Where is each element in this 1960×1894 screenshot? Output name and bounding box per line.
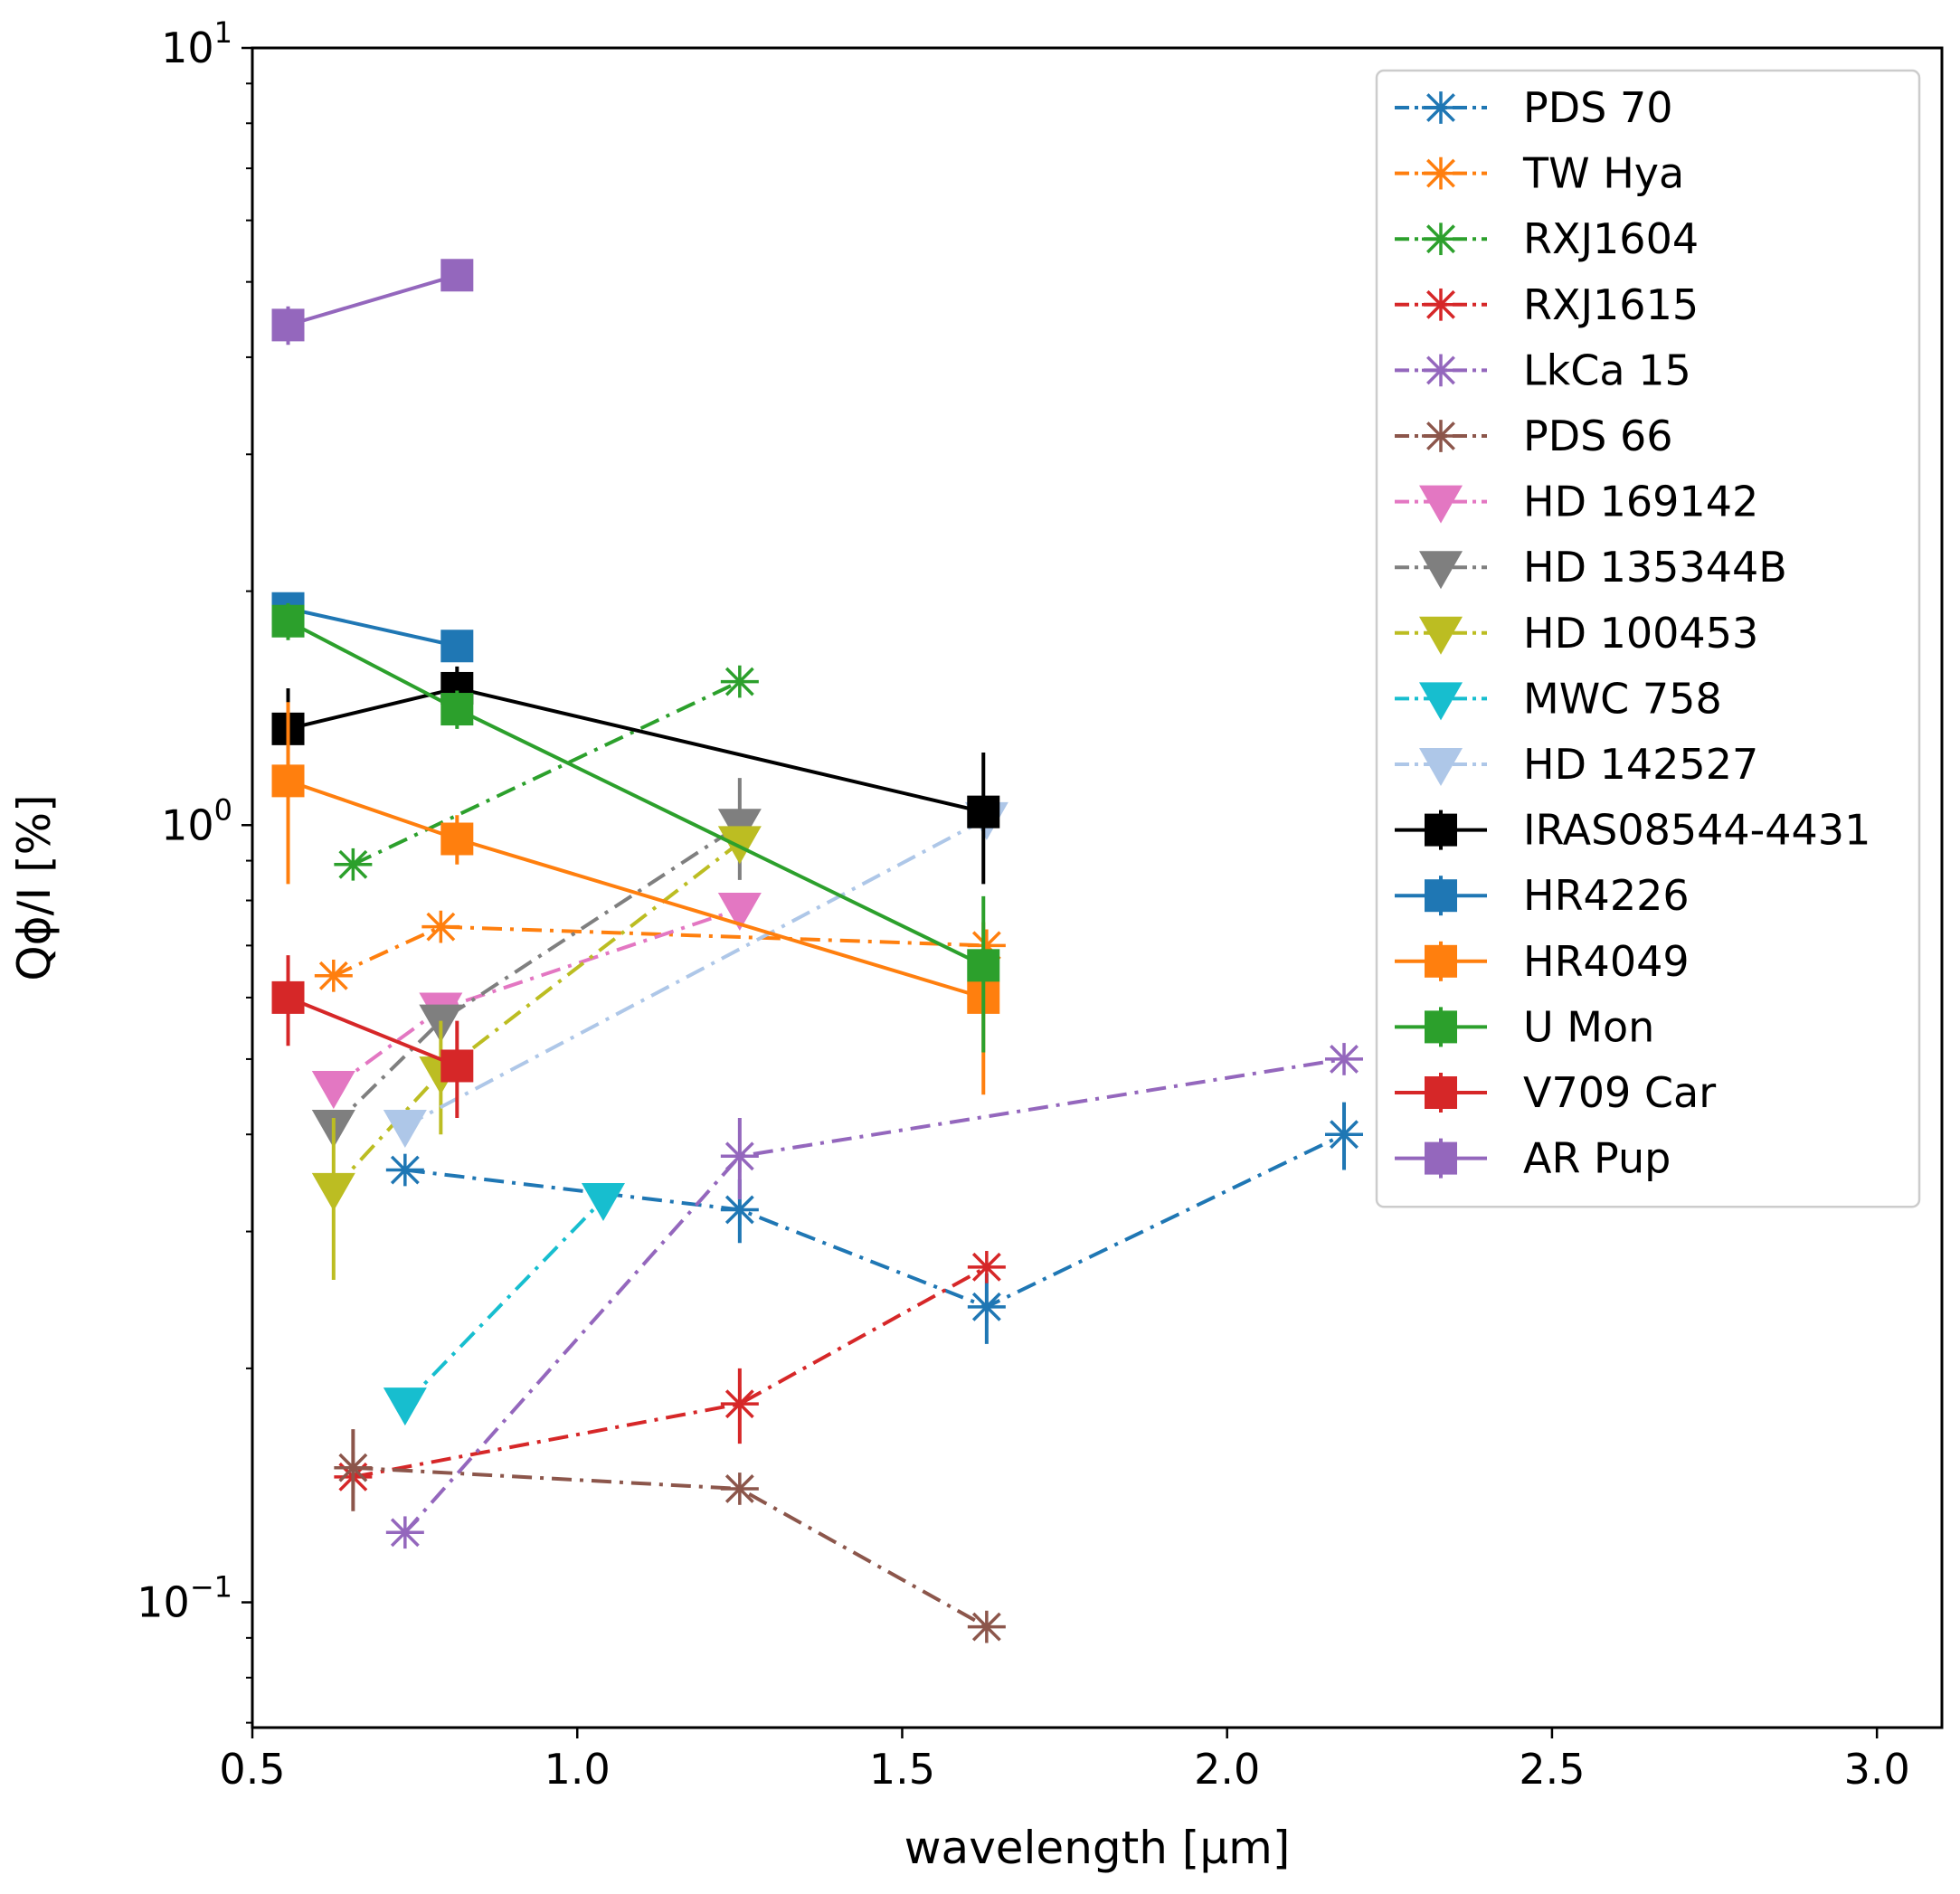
series-line — [403, 1056, 1345, 1534]
series-line — [404, 1132, 1345, 1310]
legend-entry: HD 169142 — [1395, 478, 1758, 526]
x-tick-label: 2.5 — [1519, 1745, 1585, 1794]
marker-triangle — [383, 1109, 427, 1148]
plot-frame — [251, 46, 1944, 1729]
x-axis-label: wavelength [μm] — [904, 1822, 1291, 1874]
legend-label: TW Hya — [1522, 149, 1684, 198]
legend-entry: HD 135344B — [1395, 543, 1787, 592]
series-hr4049 — [271, 702, 1000, 1095]
legend-label: IRAS08544-4431 — [1523, 806, 1870, 855]
legend-entry: AR Pup — [1395, 1134, 1671, 1183]
series-rxj1604 — [334, 665, 759, 881]
legend-label: U Mon — [1523, 1002, 1654, 1051]
legend-entry: RXJ1615 — [1395, 280, 1699, 329]
legend-label: AR Pup — [1523, 1134, 1671, 1183]
marker-square — [1425, 879, 1457, 913]
marker-square — [440, 259, 474, 292]
marker-triangle — [1419, 748, 1463, 786]
marker-triangle — [717, 892, 762, 931]
x-tick-label: 3.0 — [1844, 1745, 1910, 1794]
plot-area — [271, 259, 1364, 1643]
series-line — [352, 679, 741, 867]
marker-square — [440, 630, 474, 663]
marker-triangle — [1419, 551, 1463, 590]
legend-label: HR4049 — [1523, 937, 1690, 986]
legend-entry: IRAS08544-4431 — [1395, 806, 1870, 855]
series-line — [332, 840, 742, 1191]
legend-label: HD 169142 — [1523, 478, 1758, 526]
series-line — [403, 1198, 605, 1406]
marker-square — [440, 822, 474, 856]
legend-label: MWC 758 — [1523, 674, 1722, 723]
legend-entry: HR4049 — [1395, 937, 1690, 986]
series-mwc-758 — [383, 1182, 625, 1426]
legend-label: HD 100453 — [1523, 609, 1758, 658]
marker-square — [967, 795, 1000, 829]
legend-label: V709 Car — [1523, 1068, 1716, 1117]
series-line — [403, 817, 988, 1128]
legend-entry: PDS 70 — [1395, 83, 1673, 132]
y-axis-label: Qϕ/I [%] — [8, 794, 61, 980]
marker-triangle — [311, 1071, 355, 1110]
legend-entry: LkCa 15 — [1395, 346, 1691, 394]
marker-triangle — [311, 1172, 355, 1211]
marker-square — [1425, 1141, 1457, 1175]
x-tick-label: 1.0 — [544, 1745, 611, 1794]
legend-entry: HD 100453 — [1395, 609, 1758, 658]
legend-box — [1375, 69, 1921, 1208]
series-line — [332, 924, 987, 978]
series-v709-car — [271, 955, 474, 1118]
legend-entry: HD 142527 — [1395, 740, 1758, 789]
x-tick-label: 0.5 — [219, 1745, 285, 1794]
y-tick-label: 10−1 — [137, 1570, 232, 1627]
legend-label: HD 135344B — [1523, 543, 1787, 592]
marker-triangle — [581, 1182, 625, 1221]
marker-square — [271, 980, 305, 1014]
legend-label: HD 142527 — [1523, 740, 1758, 789]
series-lkca-15 — [385, 1043, 1364, 1549]
marker-square — [1425, 1010, 1457, 1044]
legend-entry: TW Hya — [1395, 149, 1684, 198]
legend-label: LkCa 15 — [1523, 346, 1691, 394]
series-tw-hya — [314, 910, 1006, 992]
legend-label: RXJ1615 — [1523, 280, 1699, 329]
legend-entry: HR4226 — [1395, 871, 1690, 920]
series-ar-pup — [271, 259, 474, 346]
marker-square — [1425, 1076, 1457, 1109]
marker-triangle — [1419, 682, 1463, 721]
marker-square — [271, 308, 305, 342]
x-tick-label: 1.5 — [869, 1745, 935, 1794]
marker-triangle — [1419, 616, 1463, 655]
marker-square — [1425, 813, 1457, 847]
marker-square — [271, 764, 305, 798]
legend-label: PDS 66 — [1523, 412, 1673, 460]
legend-entry: PDS 66 — [1395, 412, 1673, 460]
legend-label: RXJ1604 — [1523, 214, 1699, 263]
marker-square — [440, 693, 474, 726]
marker-square — [1425, 944, 1457, 978]
marker-triangle — [383, 1387, 427, 1426]
series-line — [288, 606, 458, 649]
series-pds-66 — [334, 1429, 1006, 1643]
series-line — [287, 996, 459, 1068]
legend-entry: U Mon — [1395, 1002, 1654, 1051]
legend-label: HR4226 — [1523, 871, 1690, 920]
series-line — [352, 1265, 988, 1479]
legend: PDS 70 TW Hya RXJ1604 RXJ1615 LkCa 15 PDS 66 H… — [1375, 69, 1921, 1208]
marker-square — [271, 604, 305, 638]
x-tick-label: 2.0 — [1194, 1745, 1260, 1794]
marker-square — [440, 1049, 474, 1083]
legend-entry: RXJ1604 — [1395, 214, 1699, 263]
legend-entry: V709 Car — [1395, 1068, 1716, 1117]
legend-entry: MWC 758 — [1395, 674, 1722, 723]
marker-square — [967, 949, 1000, 982]
legend-label: PDS 70 — [1523, 83, 1673, 132]
marker-triangle — [1419, 485, 1463, 524]
series-line — [287, 273, 458, 327]
y-tick-label: 101 — [161, 15, 232, 72]
series-u-mon — [271, 602, 1000, 1053]
axes: 0.5 1.0 1.5 2.0 2.5 3.0 101 100 10−1 — [137, 15, 1909, 1794]
y-tick-label: 100 — [161, 792, 232, 849]
